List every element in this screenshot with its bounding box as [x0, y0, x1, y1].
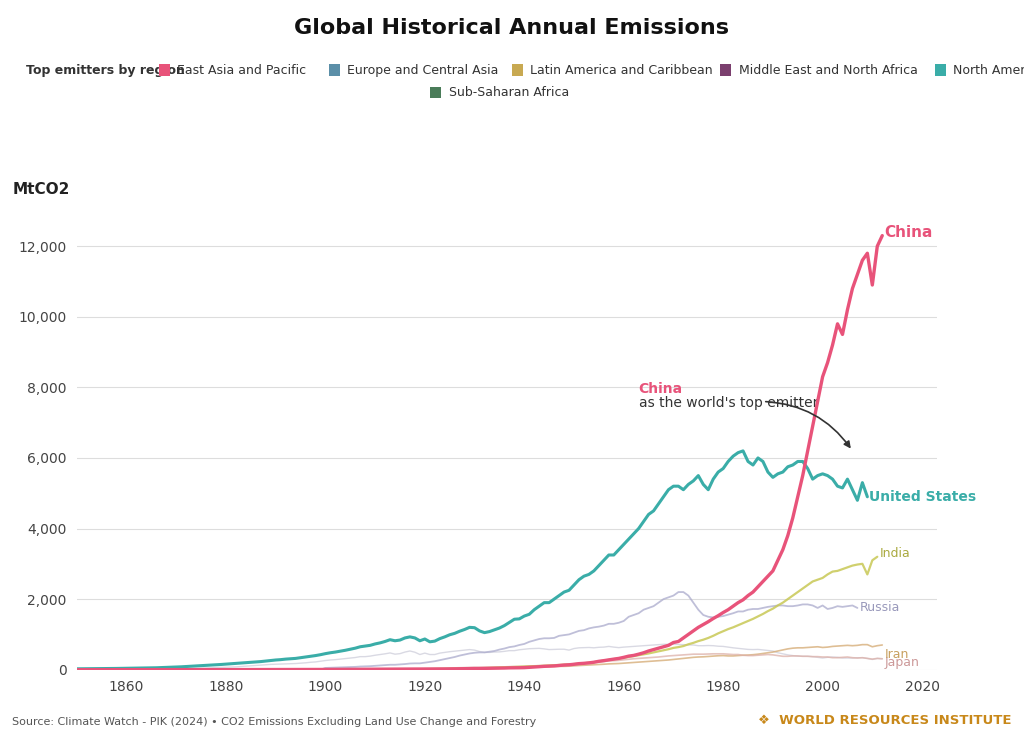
- Text: Top emitters by region: Top emitters by region: [26, 64, 184, 77]
- Text: Global Historical Annual Emissions: Global Historical Annual Emissions: [295, 18, 729, 38]
- Text: Sub-Saharan Africa: Sub-Saharan Africa: [449, 86, 568, 99]
- Text: Europe and Central Asia: Europe and Central Asia: [347, 64, 499, 77]
- Text: China: China: [885, 224, 933, 240]
- Text: Source: Climate Watch - PIK (2024) • CO2 Emissions Excluding Land Use Change and: Source: Climate Watch - PIK (2024) • CO2…: [12, 716, 537, 727]
- Text: East Asia and Pacific: East Asia and Pacific: [177, 64, 306, 77]
- Text: MtCO2: MtCO2: [12, 182, 70, 197]
- Text: ❖  WORLD RESOURCES INSTITUTE: ❖ WORLD RESOURCES INSTITUTE: [758, 713, 1012, 727]
- Text: China: China: [639, 382, 683, 396]
- Text: Japan: Japan: [885, 656, 920, 670]
- Text: Middle East and North Africa: Middle East and North Africa: [738, 64, 918, 77]
- Text: United States: United States: [869, 490, 977, 504]
- Text: Russia: Russia: [859, 602, 900, 614]
- Text: as the world's top emitter: as the world's top emitter: [639, 397, 818, 410]
- Text: Iran: Iran: [885, 648, 908, 661]
- Text: India: India: [880, 548, 910, 560]
- Text: North America: North America: [953, 64, 1024, 77]
- Text: Latin America and Caribbean: Latin America and Caribbean: [530, 64, 713, 77]
